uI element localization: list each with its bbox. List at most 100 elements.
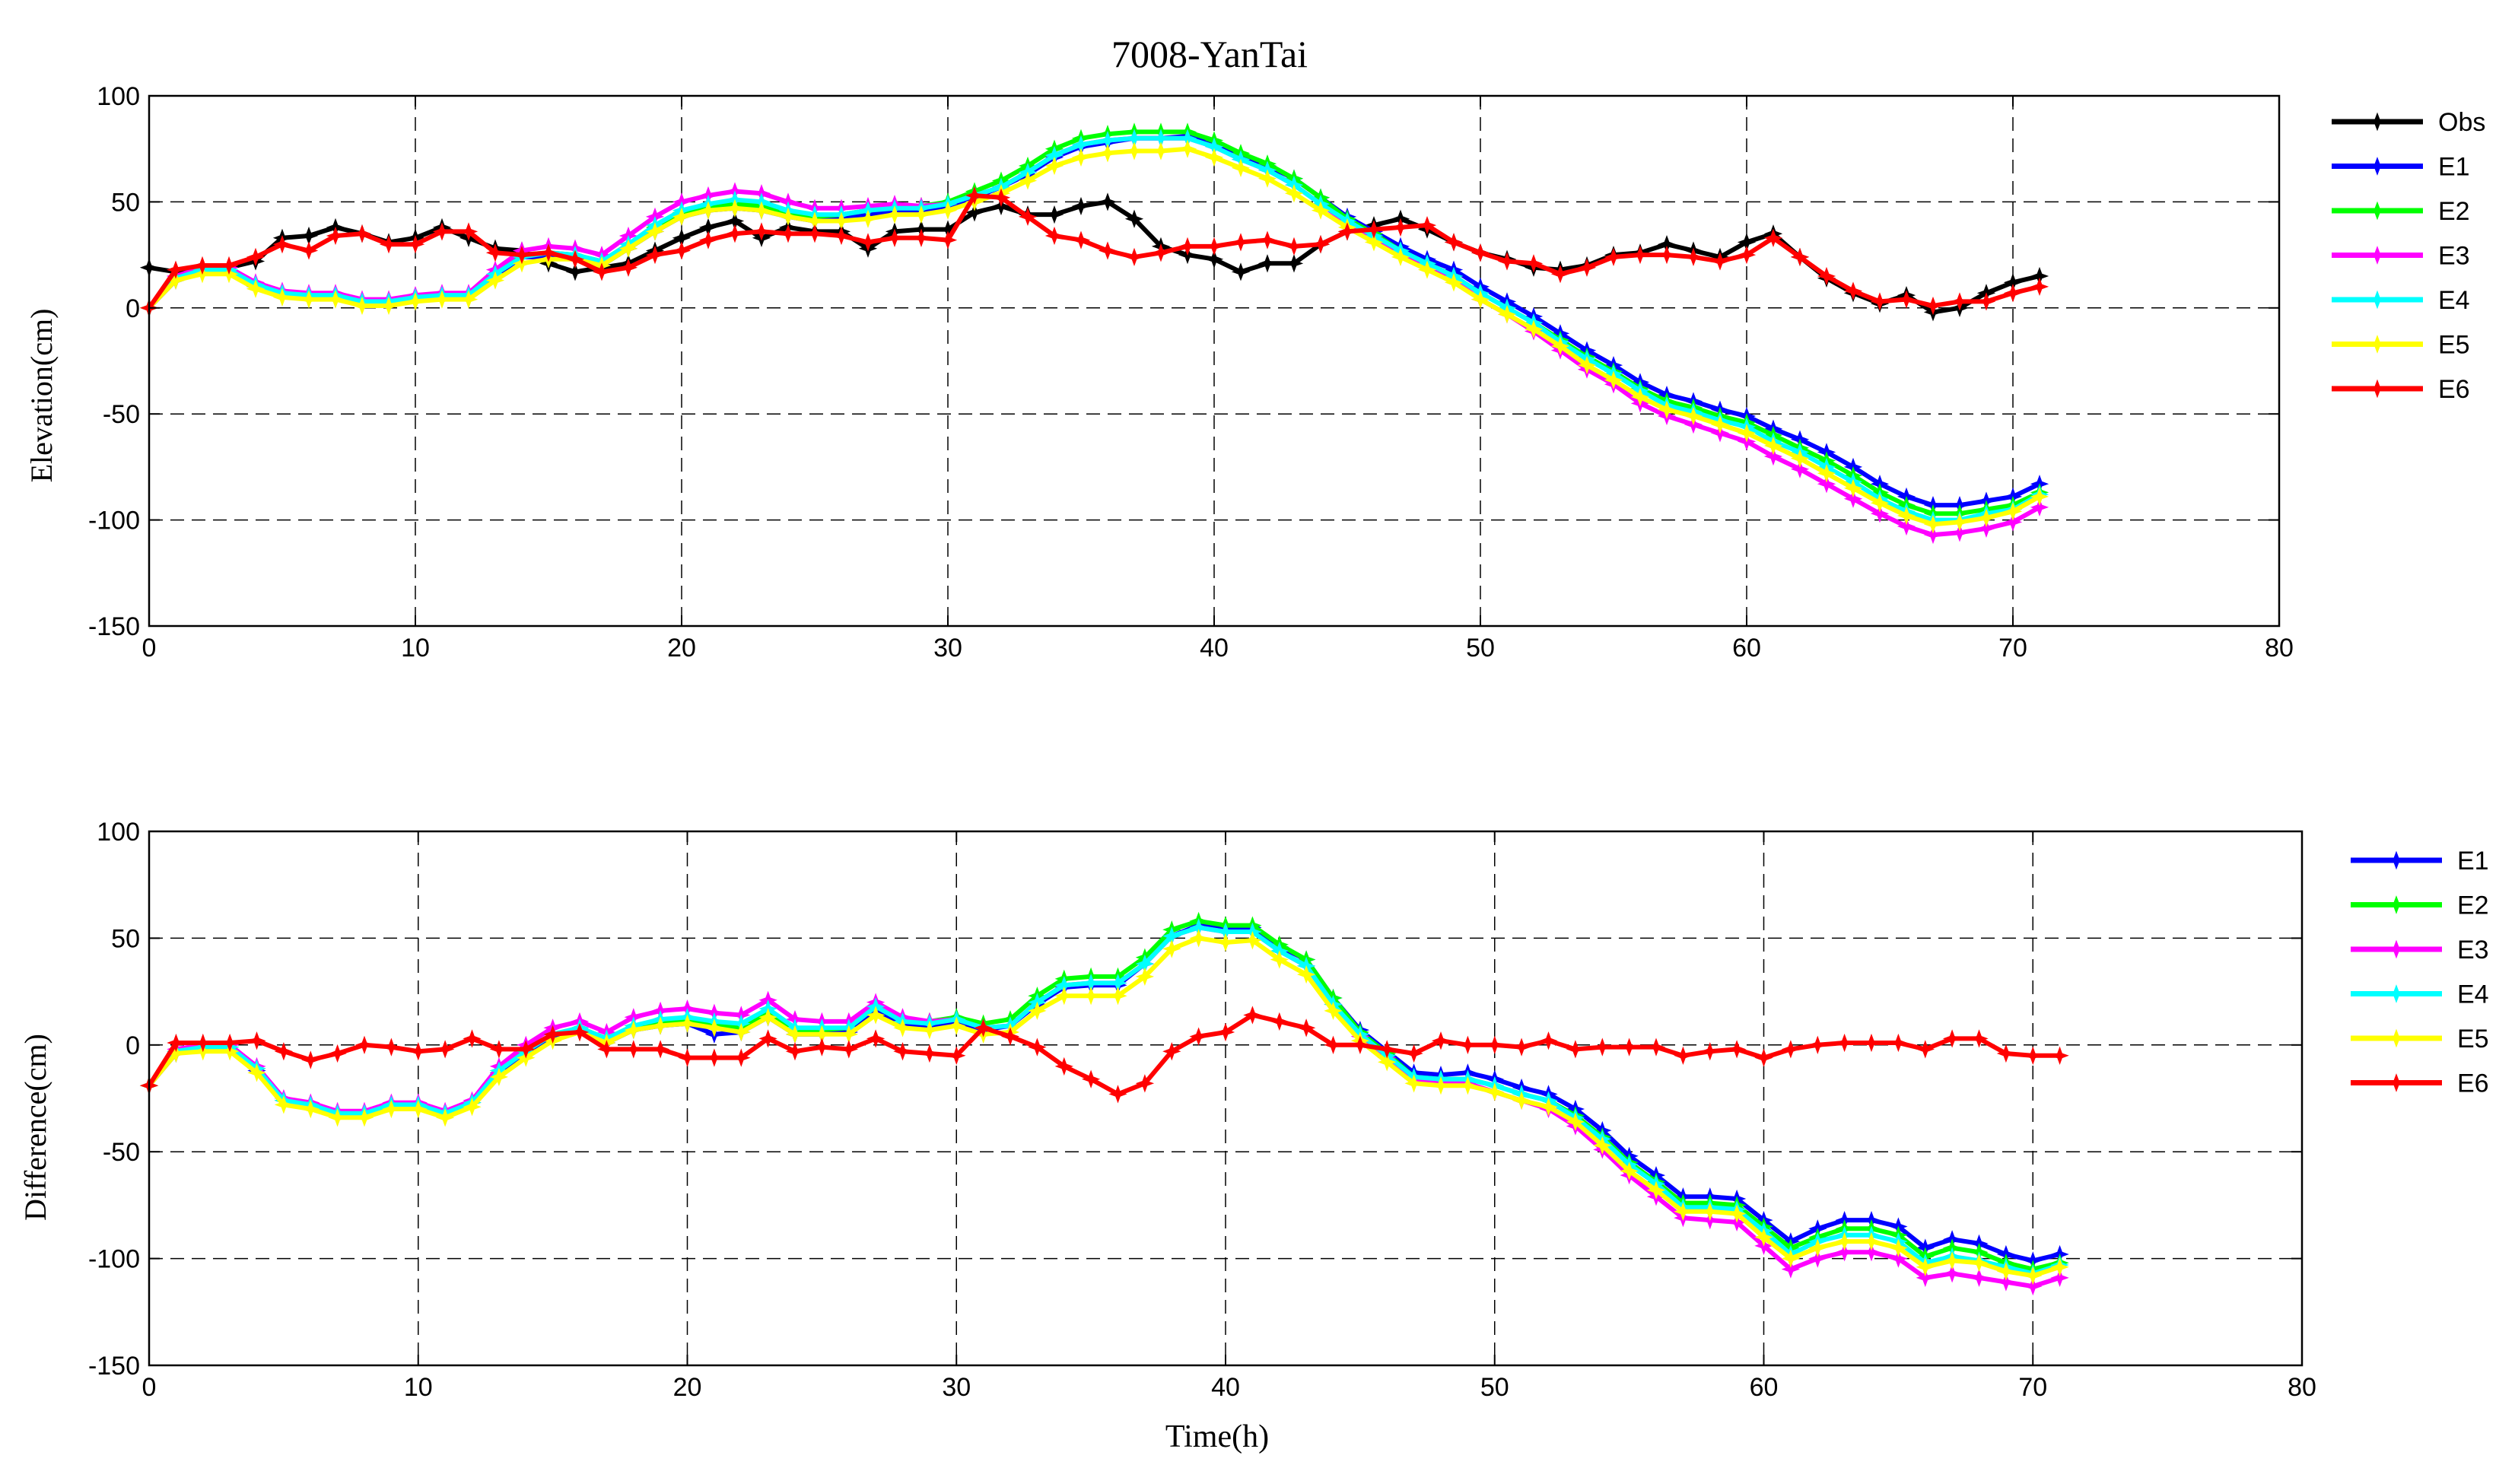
difference-marker-e5 bbox=[1862, 1231, 1881, 1251]
elevation-marker-e5 bbox=[2030, 487, 2049, 507]
elevation-legend-item-e5: E5 bbox=[2332, 331, 2470, 360]
elevation-marker-e6 bbox=[1843, 281, 1863, 300]
difference-marker-e6 bbox=[1700, 1042, 1719, 1061]
difference-marker-e6 bbox=[1539, 1031, 1558, 1050]
difference-series-e4 bbox=[139, 918, 2069, 1283]
difference-legend-item-e3: E3 bbox=[2351, 936, 2489, 964]
difference-marker-e3 bbox=[1996, 1273, 2016, 1292]
elevation-marker-e6 bbox=[1258, 230, 1277, 249]
difference-legend-marker bbox=[2386, 895, 2406, 914]
difference-marker-e6 bbox=[1028, 1038, 1047, 1057]
elevation-series-e5 bbox=[139, 139, 2049, 534]
difference-marker-e3 bbox=[1970, 1268, 1989, 1288]
elevation-marker-e5 bbox=[1018, 171, 1038, 190]
elevation-marker-e5 bbox=[1604, 370, 1623, 389]
elevation-marker-e5 bbox=[405, 292, 425, 311]
elevation-marker-obs bbox=[1071, 196, 1091, 216]
difference-marker-e6 bbox=[1324, 1035, 1343, 1054]
elevation-y-tick-label: 100 bbox=[97, 82, 140, 111]
elevation-marker-e6 bbox=[352, 224, 372, 243]
elevation-marker-obs bbox=[1204, 249, 1224, 269]
difference-marker-e6 bbox=[1862, 1033, 1881, 1053]
elevation-series-e3 bbox=[139, 129, 2049, 545]
difference-marker-e5 bbox=[1970, 1254, 1989, 1273]
difference-marker-e6 bbox=[1350, 1035, 1370, 1054]
elevation-marker-e6 bbox=[1870, 292, 1890, 311]
elevation-y-tick-label: 50 bbox=[111, 188, 140, 217]
difference-legend-label: E1 bbox=[2457, 847, 2489, 875]
x-axis-label: Time(h) bbox=[1165, 1419, 1269, 1454]
elevation-marker-e5 bbox=[1204, 148, 1224, 167]
elevation-line-e2 bbox=[147, 129, 2041, 516]
difference-marker-e5 bbox=[409, 1099, 428, 1119]
elevation-marker-obs bbox=[1284, 254, 1304, 273]
difference-marker-e5 bbox=[2024, 1266, 2043, 1285]
difference-line-e5 bbox=[147, 936, 2061, 1279]
difference-marker-e6 bbox=[758, 1029, 777, 1048]
difference-marker-e5 bbox=[1296, 964, 1316, 984]
difference-legend-label: E3 bbox=[2457, 936, 2489, 964]
elevation-marker-e6 bbox=[1976, 292, 1996, 311]
difference-legend-label: E6 bbox=[2457, 1069, 2489, 1098]
elevation-marker-e5 bbox=[432, 290, 452, 309]
elevation-marker-e5 bbox=[1870, 494, 1890, 513]
elevation-marker-e5 bbox=[752, 201, 771, 220]
elevation-marker-obs bbox=[1044, 205, 1064, 224]
difference-y-tick-label: 50 bbox=[111, 924, 140, 953]
elevation-marker-e6 bbox=[592, 262, 612, 281]
difference-x-tick-label: 50 bbox=[1480, 1373, 1509, 1402]
elevation-series-e1 bbox=[139, 126, 2049, 515]
elevation-marker-e6 bbox=[219, 256, 239, 275]
elevation-marker-e3 bbox=[1843, 489, 1863, 508]
elevation-marker-e6 bbox=[618, 258, 638, 277]
difference-marker-e6 bbox=[1593, 1038, 1612, 1057]
elevation-marker-e6 bbox=[1577, 258, 1597, 277]
difference-x-tick-label: 20 bbox=[673, 1373, 702, 1402]
elevation-marker-e5 bbox=[1044, 156, 1064, 176]
difference-marker-e6 bbox=[355, 1035, 374, 1054]
difference-legend-label: E5 bbox=[2457, 1025, 2489, 1053]
difference-legend-item-e4: E4 bbox=[2351, 980, 2489, 1009]
elevation-marker-e6 bbox=[326, 226, 345, 246]
elevation-line-e1 bbox=[147, 134, 2041, 508]
elevation-marker-e6 bbox=[1018, 207, 1038, 227]
elevation-legend-item-e1: E1 bbox=[2332, 153, 2470, 182]
difference-marker-e5 bbox=[1593, 1136, 1612, 1155]
elevation-legend-marker bbox=[2367, 335, 2387, 354]
elevation-marker-e6 bbox=[911, 228, 931, 247]
elevation-marker-e5 bbox=[938, 201, 958, 220]
difference-marker-e5 bbox=[1270, 950, 1289, 969]
elevation-marker-e6 bbox=[1923, 296, 1943, 316]
difference-marker-e6 bbox=[1727, 1040, 1747, 1059]
difference-marker-e5 bbox=[1485, 1082, 1504, 1101]
difference-marker-e5 bbox=[1108, 987, 1127, 1006]
difference-marker-e5 bbox=[1512, 1091, 1531, 1110]
elevation-marker-e5 bbox=[1737, 424, 1757, 443]
difference-marker-e6 bbox=[2024, 1046, 2043, 1065]
elevation-marker-e6 bbox=[1337, 222, 1357, 241]
elevation-marker-e5 bbox=[725, 199, 745, 218]
difference-marker-e5 bbox=[301, 1099, 320, 1119]
difference-marker-e5 bbox=[678, 1014, 697, 1033]
elevation-marker-e6 bbox=[405, 235, 425, 254]
difference-line-e4 bbox=[147, 925, 2061, 1276]
difference-marker-e6 bbox=[1970, 1029, 1989, 1048]
elevation-marker-e5 bbox=[1124, 141, 1144, 160]
elevation-marker-e5 bbox=[1284, 184, 1304, 203]
elevation-marker-obs bbox=[1258, 254, 1277, 273]
difference-marker-e6 bbox=[1404, 1044, 1423, 1063]
difference-marker-e6 bbox=[382, 1038, 401, 1057]
elevation-marker-e6 bbox=[725, 224, 745, 243]
difference-marker-e6 bbox=[1835, 1033, 1854, 1053]
elevation-marker-e6 bbox=[1817, 266, 1836, 286]
elevation-marker-e6 bbox=[459, 222, 479, 241]
elevation-marker-e5 bbox=[485, 271, 505, 290]
elevation-marker-obs bbox=[1098, 192, 1118, 211]
difference-marker-e6 bbox=[1216, 1022, 1235, 1042]
difference-legend-label: E2 bbox=[2457, 891, 2489, 920]
difference-marker-e6 bbox=[1296, 1018, 1316, 1038]
difference-marker-e6 bbox=[328, 1044, 347, 1063]
elevation-marker-e5 bbox=[885, 205, 905, 224]
elevation-marker-e6 bbox=[1311, 235, 1331, 254]
elevation-marker-e3 bbox=[2003, 513, 2023, 532]
